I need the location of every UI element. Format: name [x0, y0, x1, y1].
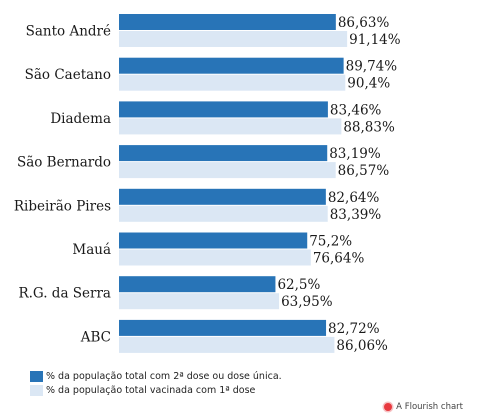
data-label-series-1: 89,74% [346, 59, 398, 75]
legend-label-series-1: % da população total com 2ª dose ou dose… [46, 370, 282, 382]
data-label-series-2: 88,83% [343, 119, 395, 135]
category-label: ABC [80, 329, 111, 345]
data-label-series-2: 86,06% [336, 338, 388, 354]
category-label: Mauá [72, 242, 111, 258]
bar-series-1[interactable] [119, 319, 327, 336]
bar-series-2[interactable] [119, 74, 346, 91]
bar-series-1[interactable] [119, 232, 308, 249]
category-label: São Bernardo [17, 155, 111, 171]
data-label-series-1: 83,46% [330, 102, 382, 118]
data-label-series-1: 75,2% [309, 234, 352, 250]
category-label: R.G. da Serra [18, 286, 111, 302]
bar-series-1[interactable] [119, 101, 328, 118]
category-label: São Caetano [25, 67, 111, 83]
legend-item-series-1[interactable]: % da população total com 2ª dose ou dose… [30, 369, 282, 383]
data-label-series-2: 86,57% [338, 163, 390, 179]
data-label-series-2: 63,95% [281, 294, 333, 310]
data-label-series-1: 86,63% [338, 15, 390, 31]
bar-series-2[interactable] [119, 249, 311, 266]
bar-series-2[interactable] [119, 205, 328, 222]
data-label-series-2: 91,14% [349, 32, 401, 48]
flourish-credit[interactable]: A Flourish chart [384, 402, 463, 412]
bar-series-2[interactable] [119, 162, 336, 179]
legend-label-series-2: % da população total vacinada com 1ª dos… [46, 384, 256, 396]
bar-series-1[interactable] [119, 188, 326, 205]
legend: % da população total com 2ª dose ou dose… [30, 369, 282, 397]
bar-series-1[interactable] [119, 14, 336, 30]
data-label-series-1: 82,64% [328, 190, 380, 206]
bar-series-2[interactable] [119, 336, 335, 353]
bar-series-2[interactable] [119, 293, 280, 310]
data-label-series-1: 83,19% [329, 146, 381, 162]
legend-swatch-series-1 [30, 370, 43, 382]
legend-item-series-2[interactable]: % da população total vacinada com 1ª dos… [30, 383, 282, 397]
bar-chart: Santo André 86,63%91,14% São Caetano 89,74%… [14, 14, 401, 354]
legend-swatch-series-2 [30, 384, 43, 396]
data-label-series-2: 76,64% [313, 251, 365, 267]
data-label-series-2: 90,4% [347, 76, 390, 92]
category-label: Santo André [26, 24, 111, 40]
bar-series-2[interactable] [119, 118, 342, 135]
bar-series-1[interactable] [119, 57, 344, 74]
category-label: Ribeirão Pires [14, 198, 111, 214]
category-label: Diadema [50, 111, 111, 127]
bar-series-1[interactable] [119, 145, 328, 162]
data-label-series-1: 62,5% [277, 277, 320, 293]
flourish-logo-icon [384, 403, 393, 411]
bar-series-2[interactable] [119, 31, 348, 47]
data-label-series-2: 83,39% [330, 207, 382, 223]
credit-text: A Flourish chart [396, 402, 463, 412]
data-label-series-1: 82,72% [328, 321, 380, 337]
bar-series-1[interactable] [119, 276, 276, 293]
